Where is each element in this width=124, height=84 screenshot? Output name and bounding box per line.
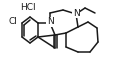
Text: N: N bbox=[73, 8, 79, 17]
Text: Cl: Cl bbox=[9, 16, 17, 26]
Text: HCl: HCl bbox=[20, 3, 36, 12]
Text: N: N bbox=[47, 17, 53, 26]
